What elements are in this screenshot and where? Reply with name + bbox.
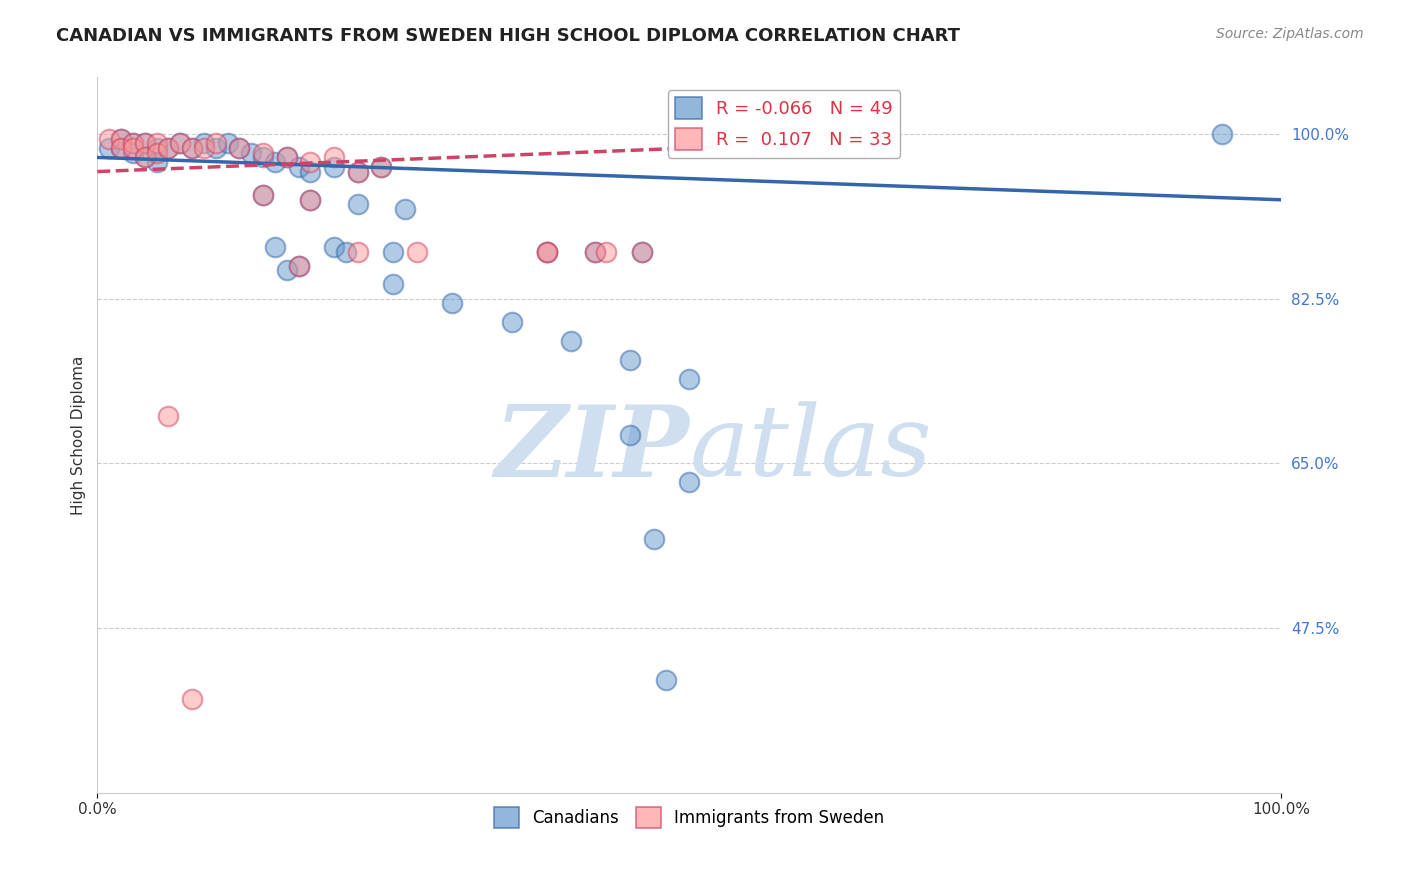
Point — [346, 164, 368, 178]
Point — [169, 136, 191, 151]
Point — [595, 244, 617, 259]
Y-axis label: High School Diploma: High School Diploma — [72, 355, 86, 515]
Point — [287, 259, 309, 273]
Point — [382, 244, 405, 259]
Point — [252, 145, 274, 160]
Point — [287, 160, 309, 174]
Point — [654, 673, 676, 687]
Point — [252, 188, 274, 202]
Point — [134, 150, 156, 164]
Point — [181, 141, 204, 155]
Point — [501, 315, 523, 329]
Point — [583, 244, 606, 259]
Point — [299, 193, 322, 207]
Point — [536, 244, 558, 259]
Point — [299, 164, 322, 178]
Point — [382, 277, 405, 292]
Point — [1211, 127, 1233, 141]
Point — [134, 136, 156, 151]
Point — [631, 244, 654, 259]
Point — [619, 428, 641, 442]
Point — [145, 141, 167, 155]
Point — [370, 160, 392, 174]
Point — [121, 145, 143, 160]
Point — [441, 296, 464, 310]
Point — [110, 131, 132, 145]
Point — [394, 202, 416, 217]
Point — [134, 150, 156, 164]
Point — [678, 475, 700, 489]
Point — [157, 141, 180, 155]
Point — [299, 193, 322, 207]
Point — [217, 136, 239, 151]
Text: ZIP: ZIP — [495, 401, 689, 498]
Point — [157, 409, 180, 424]
Point — [98, 131, 121, 145]
Point — [169, 136, 191, 151]
Point — [181, 691, 204, 706]
Point — [145, 145, 167, 160]
Point — [323, 150, 346, 164]
Point — [252, 150, 274, 164]
Point — [631, 244, 654, 259]
Point — [264, 155, 287, 169]
Point — [145, 136, 167, 151]
Point — [276, 150, 298, 164]
Point — [228, 141, 250, 155]
Point — [346, 164, 368, 178]
Point — [643, 532, 665, 546]
Point — [536, 244, 558, 259]
Point — [264, 240, 287, 254]
Point — [323, 240, 346, 254]
Point — [121, 136, 143, 151]
Point — [299, 155, 322, 169]
Point — [335, 244, 357, 259]
Point — [276, 150, 298, 164]
Point — [110, 141, 132, 155]
Point — [678, 371, 700, 385]
Point — [110, 131, 132, 145]
Point — [121, 141, 143, 155]
Point — [193, 136, 215, 151]
Point — [252, 188, 274, 202]
Point — [193, 141, 215, 155]
Point — [560, 334, 582, 348]
Point — [583, 244, 606, 259]
Point — [346, 197, 368, 211]
Point — [110, 141, 132, 155]
Point — [346, 244, 368, 259]
Point — [145, 155, 167, 169]
Point — [323, 160, 346, 174]
Text: Source: ZipAtlas.com: Source: ZipAtlas.com — [1216, 27, 1364, 41]
Point — [536, 244, 558, 259]
Point — [276, 263, 298, 277]
Point — [134, 136, 156, 151]
Point — [121, 136, 143, 151]
Point — [228, 141, 250, 155]
Point — [619, 352, 641, 367]
Text: atlas: atlas — [689, 401, 932, 497]
Point — [157, 141, 180, 155]
Point — [204, 141, 226, 155]
Text: CANADIAN VS IMMIGRANTS FROM SWEDEN HIGH SCHOOL DIPLOMA CORRELATION CHART: CANADIAN VS IMMIGRANTS FROM SWEDEN HIGH … — [56, 27, 960, 45]
Point — [204, 136, 226, 151]
Point — [181, 141, 204, 155]
Point — [406, 244, 429, 259]
Point — [370, 160, 392, 174]
Point — [240, 145, 263, 160]
Legend: Canadians, Immigrants from Sweden: Canadians, Immigrants from Sweden — [488, 801, 891, 834]
Point — [287, 259, 309, 273]
Point — [98, 141, 121, 155]
